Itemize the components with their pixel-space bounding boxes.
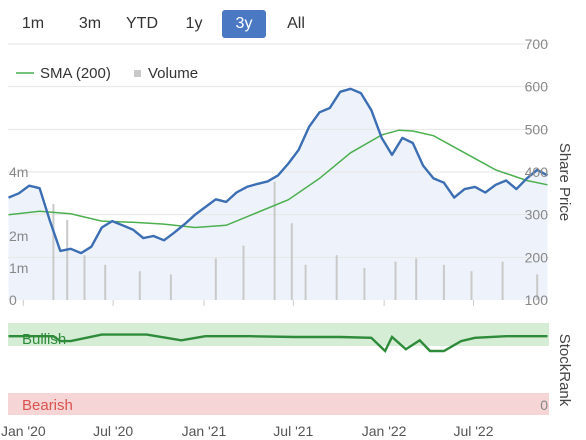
date-tick-label: Jul '22: [453, 423, 493, 439]
legend-sma-label: SMA (200): [40, 65, 111, 82]
volume-bar: [442, 264, 445, 300]
stockrank-line: [8, 333, 548, 353]
legend-volume-label: Volume: [148, 65, 198, 82]
share-price-tick-label: 400: [525, 164, 549, 180]
date-tick-label: Jan '20: [1, 423, 46, 439]
bullish-band: [8, 323, 549, 346]
volume-bar: [242, 245, 245, 300]
legend: SMA (200) Volume: [16, 65, 198, 82]
stockrank-axis-title: StockRank: [556, 334, 573, 407]
range-tab-1y[interactable]: 1y: [185, 15, 203, 32]
bearish-label: Bearish: [22, 397, 73, 414]
volume-bar: [363, 268, 366, 300]
share-price-axis-title: Share Price: [556, 143, 573, 221]
volume-tick-label: 1m: [9, 260, 28, 276]
volume-bar: [138, 271, 141, 300]
share-price-line: [8, 87, 549, 255]
grid-lines: [8, 43, 549, 258]
volume-bar: [470, 271, 473, 300]
bearish-value: 0: [540, 397, 548, 413]
date-tick-label: Jan '21: [182, 423, 227, 439]
volume-bar: [290, 223, 293, 300]
date-axis-ticks: Jan '20 Jul '20 Jan '21 Jul '21 Jan '22 Jul '…: [1, 300, 494, 439]
volume-bar: [273, 181, 276, 300]
volume-bar: [214, 258, 217, 300]
share-price-tick-label: 700: [525, 36, 549, 52]
price-panel: 100 200 300 400 500 600 700 0 1m 2m 4m: [8, 36, 549, 308]
volume-tick-label: 4m: [9, 164, 28, 180]
share-price-tick-label: 600: [525, 79, 549, 95]
volume-bar: [304, 264, 307, 300]
date-tick-label: Jan '22: [362, 423, 407, 439]
volume-bar: [169, 274, 172, 300]
legend-volume-swatch: [134, 70, 141, 77]
share-price-tick-label: 500: [525, 121, 549, 137]
volume-bars: [52, 181, 539, 300]
range-tab-all[interactable]: All: [287, 15, 305, 32]
date-tick-label: Jul '21: [273, 423, 313, 439]
volume-bar: [415, 258, 418, 300]
volume-ticks: 0 1m 2m 4m: [9, 164, 28, 308]
range-tab-1m[interactable]: 1m: [21, 15, 45, 32]
stockrank-panel: Bullish Bearish 0: [8, 323, 549, 415]
volume-bar: [66, 220, 69, 300]
volume-bar: [394, 261, 397, 300]
volume-tick-label: 2m: [9, 228, 28, 244]
price-area-fill: [8, 88, 548, 300]
share-price-ticks: 100 200 300 400 500 600 700: [525, 36, 549, 308]
volume-tick-label: 0: [9, 292, 17, 308]
volume-bar: [501, 261, 504, 300]
volume-bar: [83, 255, 86, 300]
range-tab-3y[interactable]: 3y: [222, 10, 266, 38]
sma-200-line: [8, 129, 548, 229]
share-price-tick-label: 300: [525, 207, 549, 223]
share-price-tick-label: 200: [525, 249, 549, 265]
volume-bar: [335, 255, 338, 300]
volume-bar: [52, 204, 55, 300]
share-price-tick-label: 100: [525, 292, 549, 308]
volume-bar: [104, 264, 107, 300]
volume-bar: [536, 274, 539, 300]
bearish-band: [8, 393, 549, 415]
range-tab-ytd[interactable]: YTD: [126, 15, 158, 32]
date-tick-label: Jul '20: [93, 423, 133, 439]
range-tab-3m[interactable]: 3m: [78, 15, 102, 32]
